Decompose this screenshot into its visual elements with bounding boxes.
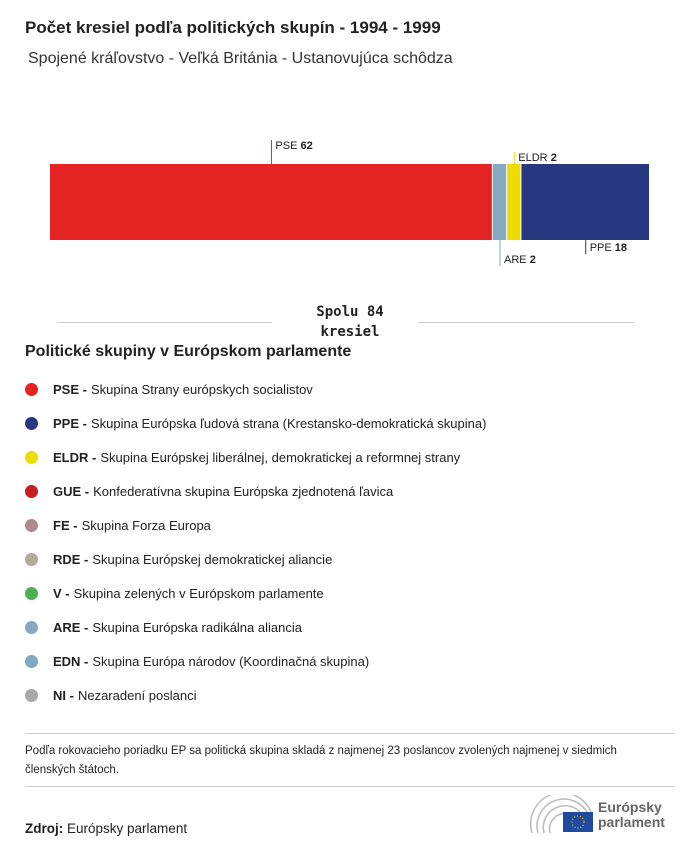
bar-segment-eldr bbox=[507, 164, 521, 240]
legend-swatch bbox=[25, 620, 38, 634]
eu-flag-icon bbox=[563, 812, 593, 832]
legend-item: NI - Nezaradení poslanci bbox=[25, 678, 486, 712]
legend-abbr: V - bbox=[53, 585, 70, 601]
bar-segment-are bbox=[492, 164, 507, 240]
legend-item: ARE - Skupina Európska radikálna aliancia bbox=[25, 610, 486, 644]
total-seats: Spolu 84 bbox=[316, 304, 384, 320]
stacked-bar-chart: PSE 62 ARE 2 ELDR 2 PPE 18 bbox=[50, 140, 649, 266]
legend-swatch bbox=[25, 688, 38, 702]
legend-swatch bbox=[25, 586, 38, 600]
legend-name: Skupina Európska radikálna aliancia bbox=[92, 619, 302, 635]
legend-swatch bbox=[25, 518, 38, 532]
legend-swatch bbox=[25, 484, 38, 498]
parliament-hemicycle-icon bbox=[530, 795, 593, 834]
legend-name: Skupina Forza Europa bbox=[81, 517, 211, 533]
data-label: PPE 18 bbox=[590, 242, 627, 254]
logo-line2: parlament bbox=[598, 814, 665, 830]
legend-item: FE - Skupina Forza Europa bbox=[25, 508, 486, 542]
legend-abbr: PPE - bbox=[53, 415, 87, 431]
legend-abbr: GUE - bbox=[53, 483, 90, 499]
legend-item: EDN - Skupina Európa národov (Koordinačná… bbox=[25, 644, 486, 678]
bar-segment-pse bbox=[50, 164, 492, 240]
divider bbox=[25, 786, 675, 787]
divider bbox=[57, 322, 272, 323]
data-label: ELDR 2 bbox=[518, 152, 557, 164]
legend: PSE - Skupina Strany európskych socialist… bbox=[25, 372, 486, 712]
legend-abbr: ELDR - bbox=[53, 449, 97, 465]
legend-name: Skupina Európskej demokratickej aliancie bbox=[92, 551, 333, 567]
footnote: Podľa rokovacieho poriadku EP sa politic… bbox=[25, 745, 617, 776]
legend-name: Konfederatívna skupina Európska zjednote… bbox=[93, 483, 394, 499]
source: Zdroj: Európsky parlament bbox=[25, 821, 187, 836]
legend-name: Skupina zelených v Európskom parlamente bbox=[73, 585, 324, 601]
legend-abbr: PSE - bbox=[53, 381, 87, 397]
legend-item: PSE - Skupina Strany európskych socialist… bbox=[25, 372, 486, 406]
bar-segment-ppe bbox=[521, 164, 649, 240]
legend-swatch bbox=[25, 382, 38, 396]
total-unit: kresiel bbox=[320, 324, 380, 340]
logo-line1: Európsky bbox=[598, 799, 662, 815]
legend-name: Skupina Európskej liberálnej, demokratic… bbox=[100, 449, 461, 465]
legend-abbr: FE - bbox=[53, 517, 78, 533]
chart-subtitle: Spojené kráľovstvo - Veľká Británia - Us… bbox=[28, 50, 453, 67]
source-value: Európsky parlament bbox=[67, 821, 188, 836]
legend-abbr: ARE - bbox=[53, 619, 89, 635]
legend-abbr: NI - bbox=[53, 687, 74, 703]
legend-name: Skupina Európska ľudová strana (Krestans… bbox=[90, 415, 487, 431]
legend-swatch bbox=[25, 416, 38, 430]
ep-logo: Európsky parlament bbox=[530, 795, 665, 835]
legend-name: Skupina Európa národov (Koordinačná skup… bbox=[92, 653, 370, 669]
legend-item: V - Skupina zelených v Európskom parlamen… bbox=[25, 576, 486, 610]
legend-swatch bbox=[25, 552, 38, 566]
chart-title: Počet kresiel podľa politických skupín -… bbox=[25, 18, 441, 37]
legend-name: Skupina Strany európskych socialistov bbox=[90, 381, 313, 397]
legend-title: Politické skupiny v Európskom parlamente bbox=[25, 343, 352, 360]
legend-swatch bbox=[25, 450, 38, 464]
divider bbox=[25, 733, 675, 734]
legend-abbr: RDE - bbox=[53, 551, 89, 567]
legend-item: RDE - Skupina Európskej demokratickej ali… bbox=[25, 542, 486, 576]
legend-swatch bbox=[25, 654, 38, 668]
total-label: Spolu 84 kresiel bbox=[300, 302, 400, 342]
legend-name: Nezaradení poslanci bbox=[77, 687, 197, 703]
data-label: ARE 2 bbox=[504, 254, 536, 266]
legend-item: GUE - Konfederatívna skupina Európska zje… bbox=[25, 474, 486, 508]
source-label: Zdroj: bbox=[25, 821, 64, 836]
data-label: PSE 62 bbox=[275, 140, 312, 152]
legend-abbr: EDN - bbox=[53, 653, 89, 669]
legend-item: PPE - Skupina Európska ľudová strana (Kre… bbox=[25, 406, 486, 440]
legend-item: ELDR - Skupina Európskej liberálnej, demo… bbox=[25, 440, 486, 474]
divider bbox=[418, 322, 634, 323]
